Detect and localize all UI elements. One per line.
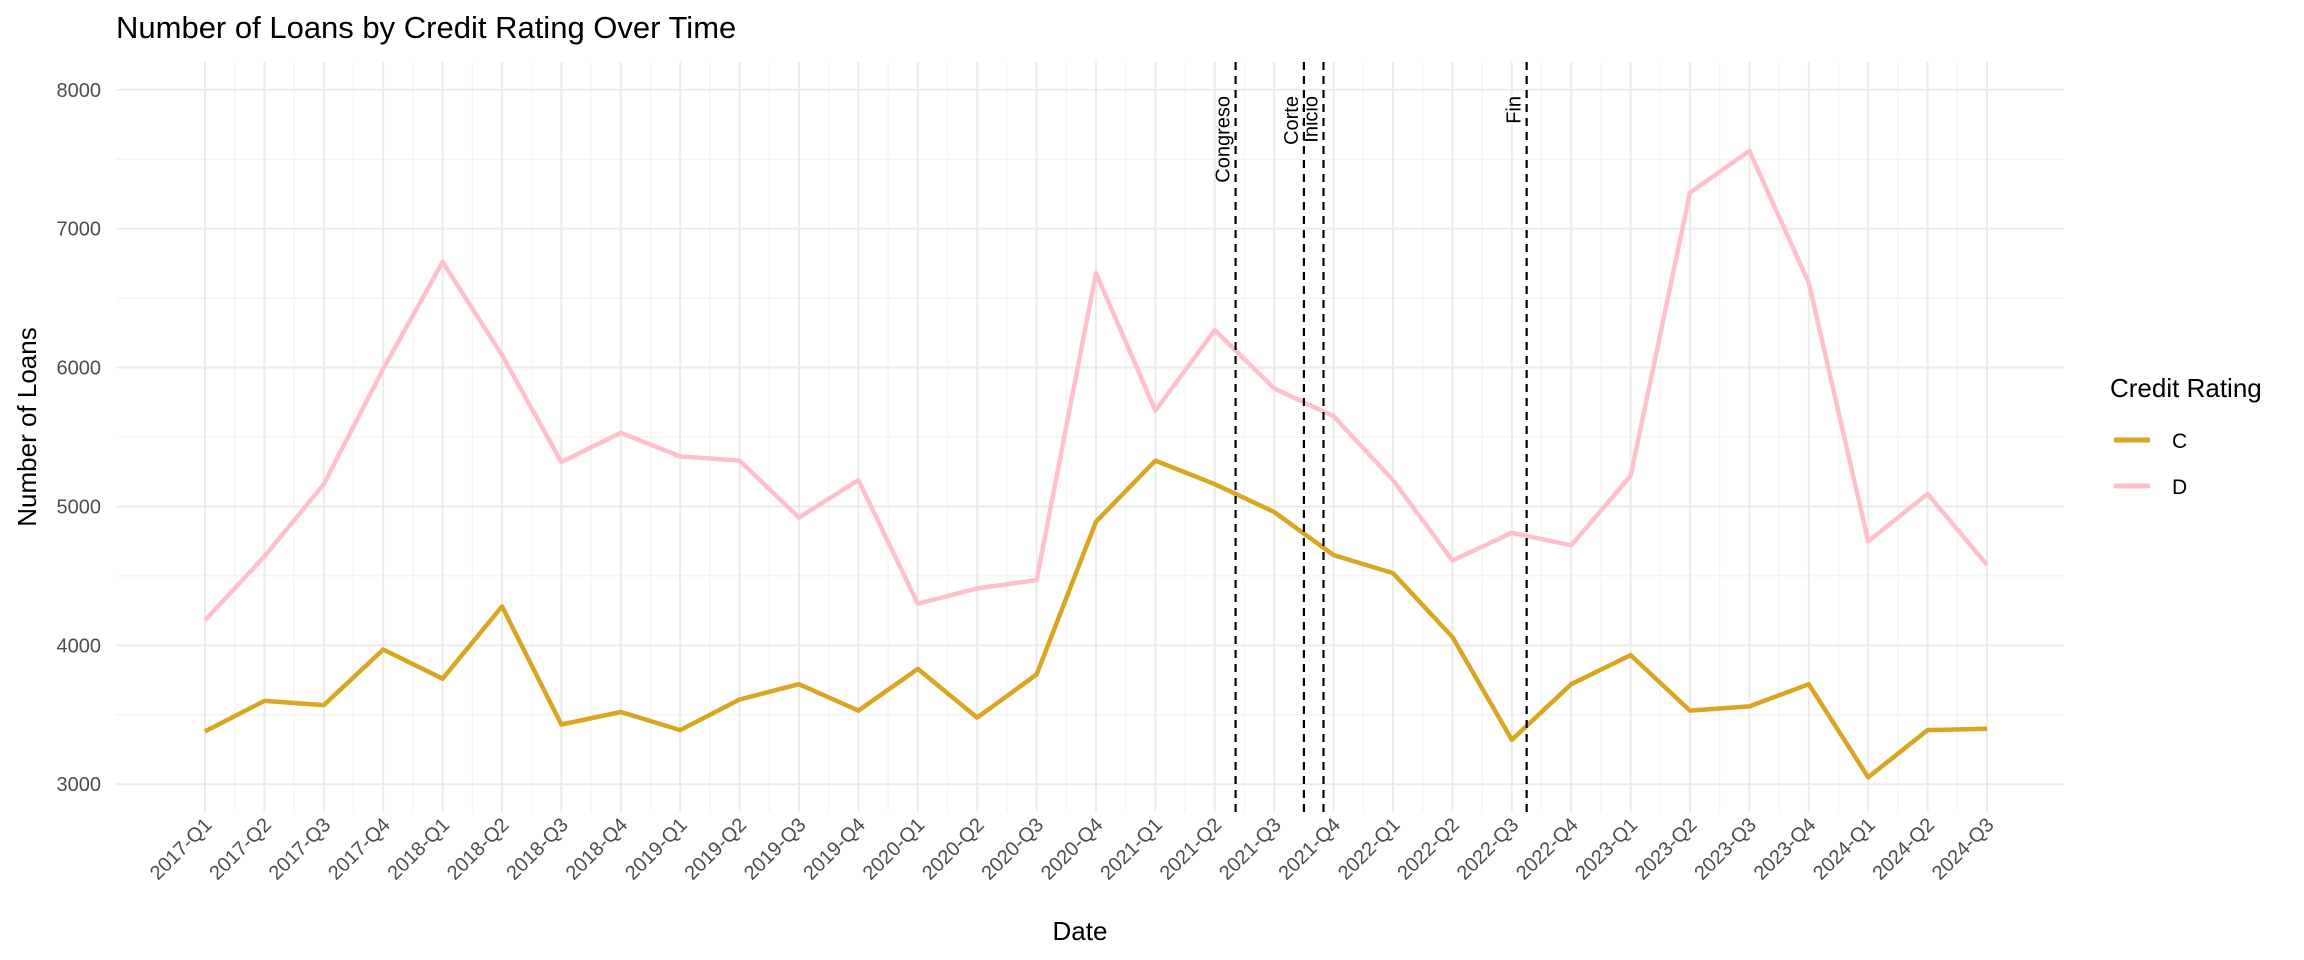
x-tick-label: 2023-Q4 <box>1750 814 1821 885</box>
series-line-c <box>203 458 1988 780</box>
x-tick-label: 2023-Q3 <box>1690 814 1761 885</box>
x-tick-label: 2017-Q3 <box>265 814 336 885</box>
x-tick-label: 2023-Q2 <box>1631 814 1702 885</box>
y-tick-label: 6000 <box>57 358 102 380</box>
legend-label-d: D <box>2172 476 2187 499</box>
x-tick-label: 2022-Q2 <box>1393 814 1464 885</box>
x-tick-label: 2020-Q4 <box>1037 814 1108 885</box>
legend-title: Credit Rating <box>2110 373 2262 403</box>
y-axis-ticks: 3000 4000 5000 6000 7000 8000 <box>57 80 102 796</box>
x-tick-label: 2024-Q2 <box>1869 814 1940 885</box>
legend-label-c: C <box>2172 430 2187 453</box>
y-tick-label: 5000 <box>57 496 102 518</box>
x-tick-label: 2019-Q2 <box>681 814 752 885</box>
event-label: Fin <box>1504 96 1526 124</box>
event-label: Inicio <box>1301 96 1323 143</box>
x-tick-label: 2018-Q2 <box>443 814 514 885</box>
x-tick-label: 2022-Q3 <box>1453 814 1524 885</box>
x-tick-label: 2018-Q1 <box>384 814 455 885</box>
y-tick-label: 3000 <box>57 774 102 796</box>
x-tick-label: 2018-Q4 <box>562 814 633 885</box>
legend: Credit Rating CD <box>2110 373 2262 499</box>
x-tick-label: 2021-Q3 <box>1215 814 1286 885</box>
chart-title: Number of Loans by Credit Rating Over Ti… <box>116 10 737 45</box>
series-line-d <box>203 148 1989 622</box>
x-axis-ticks: 2017-Q12017-Q22017-Q32017-Q42018-Q12018-… <box>146 814 1999 885</box>
x-tick-label: 2020-Q2 <box>918 814 989 885</box>
x-tick-label: 2019-Q1 <box>621 814 692 885</box>
y-tick-label: 4000 <box>57 635 102 657</box>
x-tick-label: 2023-Q1 <box>1572 814 1643 885</box>
event-label: Corte <box>1281 96 1303 145</box>
y-tick-label: 7000 <box>57 219 102 241</box>
x-tick-label: 2021-Q2 <box>1156 814 1227 885</box>
grid <box>116 62 2064 812</box>
x-tick-label: 2021-Q1 <box>1096 814 1167 885</box>
x-tick-label: 2019-Q3 <box>740 814 811 885</box>
series-lines <box>203 148 1989 780</box>
x-tick-label: 2020-Q1 <box>859 814 930 885</box>
x-tick-label: 2022-Q4 <box>1512 814 1583 885</box>
x-tick-label: 2024-Q1 <box>1809 814 1880 885</box>
x-tick-label: 2017-Q2 <box>205 814 276 885</box>
x-tick-label: 2021-Q4 <box>1275 814 1346 885</box>
y-tick-label: 8000 <box>57 80 102 102</box>
x-axis-title: Date <box>1053 916 1108 946</box>
x-tick-label: 2018-Q3 <box>502 814 573 885</box>
y-axis-title: Number of Loans <box>12 327 42 526</box>
x-tick-label: 2020-Q3 <box>978 814 1049 885</box>
x-tick-label: 2022-Q1 <box>1334 814 1405 885</box>
event-label: Congreso <box>1213 96 1235 183</box>
x-tick-label: 2017-Q1 <box>146 814 217 885</box>
x-tick-label: 2024-Q3 <box>1928 814 1999 885</box>
x-tick-label: 2017-Q4 <box>324 814 395 885</box>
x-tick-label: 2019-Q4 <box>799 814 870 885</box>
